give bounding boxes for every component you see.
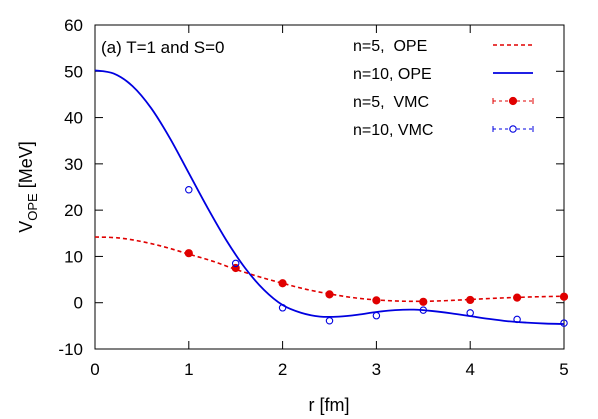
legend-marker-sample xyxy=(509,125,517,133)
series-line-1 xyxy=(94,69,565,325)
x-tick-label: 5 xyxy=(559,360,568,379)
y-axis-label-base: V xyxy=(16,221,36,233)
x-tick-label: 3 xyxy=(372,360,381,379)
series-3-point xyxy=(278,304,287,312)
y-axis-label: VOPE [MeV] xyxy=(16,141,40,233)
y-axis-label-unit: [MeV] xyxy=(16,141,36,193)
series-3-point xyxy=(560,319,568,327)
legend-label: n=10, OPE xyxy=(353,66,432,83)
series-3-point xyxy=(372,311,381,320)
x-tick-label: 0 xyxy=(90,360,99,379)
series-3-point xyxy=(513,315,521,324)
y-tick-label: 50 xyxy=(64,62,83,81)
legend-marker-sample xyxy=(508,96,518,106)
plot-frame xyxy=(94,24,565,350)
chart-annotation: (a) T=1 and S=0 xyxy=(101,38,225,57)
x-tick-label: 1 xyxy=(184,360,193,379)
series-2-point xyxy=(325,290,334,299)
series-3-point xyxy=(325,317,334,325)
series-2-point xyxy=(184,249,193,258)
y-tick-label: -10 xyxy=(58,340,83,359)
x-tick-label: 4 xyxy=(465,360,474,379)
y-tick-label: 0 xyxy=(74,294,83,313)
x-tick-label: 2 xyxy=(278,360,287,379)
axis-ticks: 0 1 2 3 4 5 -10 0 10 20 30 40 50 60 xyxy=(58,16,568,379)
y-axis-label-subscript: OPE xyxy=(25,193,40,221)
y-tick-label: 30 xyxy=(64,155,83,174)
series-line-0 xyxy=(94,236,565,303)
y-tick-label: 60 xyxy=(64,16,83,35)
legend: n=5, OPE n=10, OPE n=5, VMC n=10, VMC xyxy=(353,38,534,139)
series-2-point xyxy=(466,295,475,305)
y-tick-label: 20 xyxy=(64,201,83,220)
series-2-point xyxy=(513,293,522,302)
x-axis-label: r [fm] xyxy=(309,395,350,415)
series-2-point xyxy=(278,279,287,288)
y-tick-label: 10 xyxy=(64,247,83,266)
legend-label: n=5, VMC xyxy=(353,94,429,111)
series-3-point xyxy=(419,306,428,314)
series-2-point xyxy=(419,297,428,306)
series-3-point xyxy=(466,309,474,317)
y-tick-label: 40 xyxy=(64,109,83,128)
series-3-point xyxy=(185,186,193,194)
series-3-point xyxy=(231,259,240,268)
legend-label: n=5, OPE xyxy=(353,38,427,55)
series-layer xyxy=(94,69,569,327)
legend-label: n=10, VMC xyxy=(353,122,433,139)
series-2-point xyxy=(559,292,569,301)
series-2-point xyxy=(372,296,381,305)
